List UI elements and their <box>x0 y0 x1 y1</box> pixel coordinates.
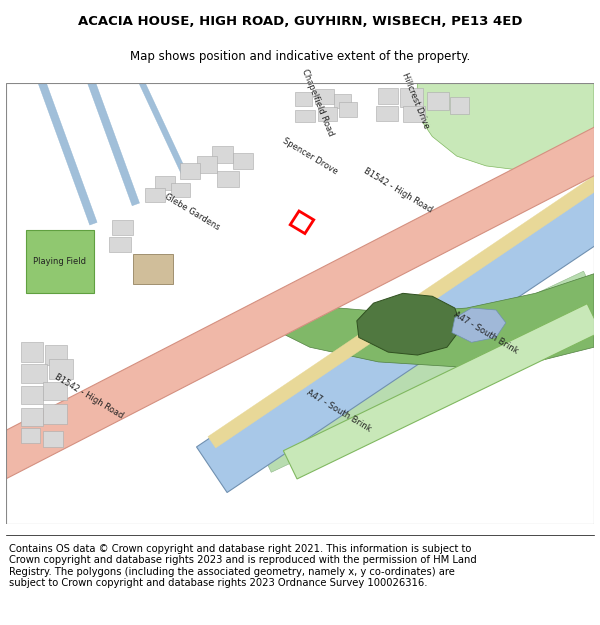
Polygon shape <box>452 308 506 342</box>
Polygon shape <box>49 359 73 379</box>
Polygon shape <box>68 28 140 206</box>
Text: Contains OS data © Crown copyright and database right 2021. This information is : Contains OS data © Crown copyright and d… <box>9 544 477 588</box>
Text: B1542 - High Road: B1542 - High Road <box>362 166 434 214</box>
Polygon shape <box>233 153 253 169</box>
Polygon shape <box>283 304 600 479</box>
Polygon shape <box>357 293 462 355</box>
Polygon shape <box>250 271 600 472</box>
Polygon shape <box>197 177 600 492</box>
Text: A47 - South Brink: A47 - South Brink <box>305 388 373 434</box>
Polygon shape <box>315 89 334 104</box>
Polygon shape <box>208 165 600 448</box>
Polygon shape <box>181 163 200 179</box>
Text: Map shows position and indicative extent of the property.: Map shows position and indicative extent… <box>130 50 470 62</box>
Polygon shape <box>170 182 190 198</box>
Text: B1542 - High Road: B1542 - High Road <box>53 372 125 420</box>
Text: Spencer Drove: Spencer Drove <box>281 136 339 176</box>
Polygon shape <box>379 88 398 104</box>
Polygon shape <box>43 431 63 447</box>
Polygon shape <box>427 92 449 110</box>
Text: A47 - South Brink: A47 - South Brink <box>452 310 520 356</box>
Polygon shape <box>21 342 43 362</box>
Polygon shape <box>26 229 94 293</box>
Polygon shape <box>45 345 67 365</box>
Polygon shape <box>115 30 187 174</box>
Text: Playing Field: Playing Field <box>34 258 86 266</box>
Polygon shape <box>43 404 67 424</box>
Text: Glebe Gardens: Glebe Gardens <box>163 192 221 232</box>
Polygon shape <box>21 408 43 426</box>
Polygon shape <box>416 82 594 171</box>
Polygon shape <box>197 156 217 172</box>
Polygon shape <box>21 364 47 384</box>
Polygon shape <box>112 220 133 234</box>
Polygon shape <box>21 386 43 404</box>
Polygon shape <box>217 171 239 186</box>
Polygon shape <box>212 146 233 163</box>
Text: Chapelfield Road: Chapelfield Road <box>300 68 335 137</box>
Polygon shape <box>109 238 131 252</box>
Polygon shape <box>317 107 337 121</box>
Polygon shape <box>0 122 600 489</box>
Polygon shape <box>43 381 67 400</box>
Polygon shape <box>145 189 165 202</box>
Polygon shape <box>403 106 425 122</box>
Polygon shape <box>261 274 594 367</box>
Polygon shape <box>400 88 422 107</box>
Polygon shape <box>295 92 312 106</box>
Polygon shape <box>339 102 357 117</box>
Polygon shape <box>334 94 351 108</box>
Polygon shape <box>23 38 97 225</box>
Text: ACACIA HOUSE, HIGH ROAD, GUYHIRN, WISBECH, PE13 4ED: ACACIA HOUSE, HIGH ROAD, GUYHIRN, WISBEC… <box>78 16 522 28</box>
Polygon shape <box>21 428 40 443</box>
Polygon shape <box>133 254 173 284</box>
Polygon shape <box>450 98 469 114</box>
Text: Hillcrest Drive: Hillcrest Drive <box>400 71 431 129</box>
Polygon shape <box>295 110 315 122</box>
Polygon shape <box>155 176 175 191</box>
Polygon shape <box>376 106 398 121</box>
